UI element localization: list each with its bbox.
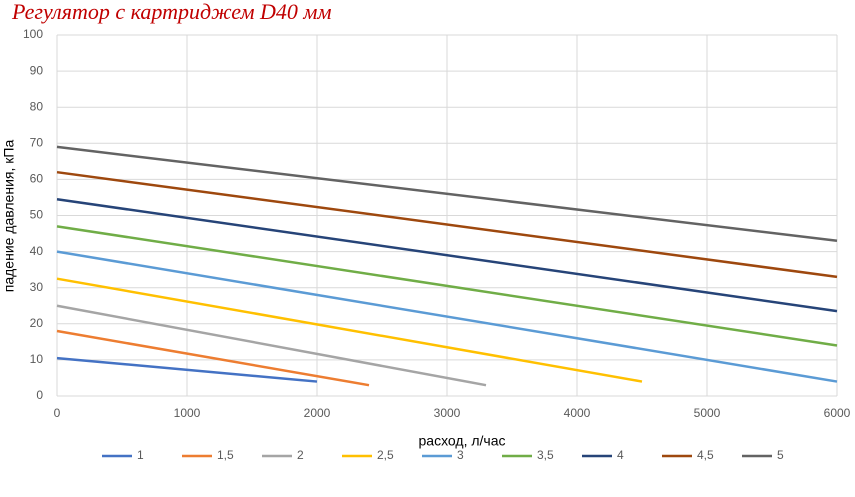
- legend-label: 2,5: [377, 448, 394, 462]
- y-tick-label: 20: [30, 316, 44, 330]
- y-tick-label: 30: [30, 280, 44, 294]
- x-tick-label: 3000: [434, 406, 461, 420]
- legend-label: 1: [137, 448, 144, 462]
- y-tick-label: 50: [30, 208, 44, 222]
- legend-label: 1,5: [217, 448, 234, 462]
- y-tick-label: 60: [30, 172, 44, 186]
- series-line: [56, 250, 838, 383]
- series-line: [56, 277, 643, 383]
- x-tick-label: 0: [54, 406, 61, 420]
- x-tick-label: 5000: [694, 406, 721, 420]
- y-tick-label: 100: [23, 27, 43, 41]
- legend-label: 3,5: [537, 448, 554, 462]
- y-tick-label: 10: [30, 352, 44, 366]
- series-line: [56, 356, 318, 383]
- x-axis-label: расход, л/час: [419, 433, 506, 449]
- series-line: [56, 304, 487, 387]
- series-line: [56, 145, 838, 243]
- series-line: [56, 329, 370, 387]
- series-line: [56, 225, 838, 347]
- y-tick-label: 70: [30, 135, 44, 149]
- x-tick-label: 4000: [564, 406, 591, 420]
- legend-label: 5: [777, 448, 784, 462]
- chart-title: Регулятор с картриджем D40 мм: [11, 0, 332, 24]
- y-tick-label: 80: [30, 99, 44, 113]
- x-tick-label: 6000: [824, 406, 851, 420]
- x-tick-label: 2000: [304, 406, 331, 420]
- legend-label: 2: [297, 448, 304, 462]
- y-axis-label: падение давления, кПа: [1, 140, 17, 293]
- y-tick-label: 0: [36, 388, 43, 402]
- legend-label: 4,5: [697, 448, 714, 462]
- y-tick-label: 40: [30, 244, 44, 258]
- series-line: [56, 198, 838, 313]
- legend-label: 4: [617, 448, 624, 462]
- y-tick-label: 90: [30, 63, 44, 77]
- series-line: [56, 170, 838, 279]
- x-tick-label: 1000: [174, 406, 201, 420]
- legend-label: 3: [457, 448, 464, 462]
